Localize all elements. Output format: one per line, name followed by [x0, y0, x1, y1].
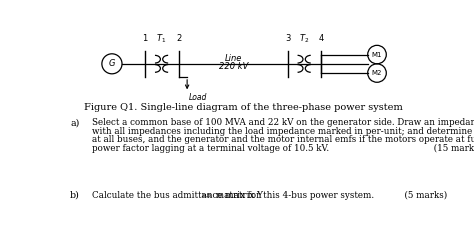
- Text: Line: Line: [225, 54, 242, 63]
- Text: Select a common base of 100 MVA and 22 kV on the generator side. Draw an impedan: Select a common base of 100 MVA and 22 k…: [92, 119, 474, 128]
- Text: with all impedances including the load impedance marked in per-unit; and determi: with all impedances including the load i…: [92, 127, 474, 136]
- Text: $T_1$: $T_1$: [156, 32, 167, 44]
- Text: matrix for this 4-bus power system.           (5 marks): matrix for this 4-bus power system. (5 m…: [213, 191, 447, 200]
- Text: G: G: [109, 59, 115, 68]
- Text: M1: M1: [372, 52, 382, 58]
- Text: a): a): [70, 119, 80, 128]
- Text: M2: M2: [372, 70, 382, 76]
- Text: 3: 3: [285, 34, 291, 43]
- Text: $T_2$: $T_2$: [299, 32, 310, 44]
- Text: 2: 2: [177, 34, 182, 43]
- Text: 1: 1: [142, 34, 147, 43]
- Text: 220 kV: 220 kV: [219, 62, 248, 71]
- Text: Load: Load: [189, 93, 207, 102]
- Text: Calculate the bus admittance matrix Y: Calculate the bus admittance matrix Y: [92, 191, 263, 200]
- Text: 4: 4: [319, 34, 324, 43]
- Text: b): b): [70, 191, 80, 200]
- Text: power factor lagging at a terminal voltage of 10.5 kV.                          : power factor lagging at a terminal volta…: [92, 144, 474, 153]
- Text: Figure Q1. Single-line diagram of the three-phase power system: Figure Q1. Single-line diagram of the th…: [83, 103, 402, 112]
- Text: bus: bus: [202, 193, 213, 198]
- Text: at all buses, and the generator and the motor internal emfs if the motors operat: at all buses, and the generator and the …: [92, 135, 474, 144]
